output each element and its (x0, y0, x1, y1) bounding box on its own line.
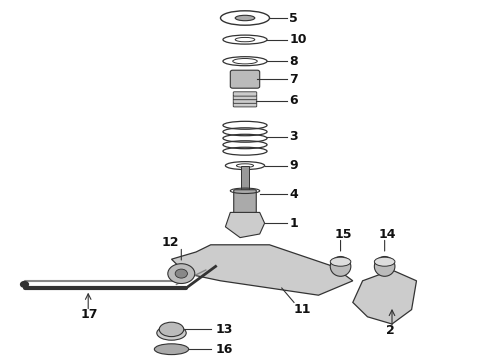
Text: 14: 14 (379, 228, 396, 240)
Text: 15: 15 (335, 228, 352, 240)
Ellipse shape (154, 344, 189, 355)
Text: 10: 10 (289, 33, 307, 46)
Polygon shape (353, 270, 416, 324)
FancyBboxPatch shape (233, 103, 257, 107)
FancyBboxPatch shape (230, 70, 260, 88)
Circle shape (21, 282, 28, 287)
Text: 7: 7 (289, 73, 298, 86)
FancyBboxPatch shape (233, 95, 257, 100)
Bar (241, 166, 249, 191)
Ellipse shape (374, 256, 395, 276)
Text: 13: 13 (216, 323, 233, 336)
Text: 5: 5 (289, 12, 298, 24)
Ellipse shape (159, 322, 184, 337)
Text: 9: 9 (289, 159, 298, 172)
Ellipse shape (330, 257, 351, 266)
Text: 17: 17 (81, 309, 98, 321)
Ellipse shape (374, 257, 395, 266)
Polygon shape (172, 245, 353, 295)
FancyBboxPatch shape (233, 99, 257, 103)
Text: 3: 3 (289, 130, 298, 143)
Ellipse shape (168, 264, 195, 284)
Text: 12: 12 (162, 237, 179, 249)
Ellipse shape (175, 269, 187, 278)
Ellipse shape (330, 256, 351, 276)
Ellipse shape (157, 326, 186, 340)
Text: 16: 16 (216, 343, 233, 356)
Text: 11: 11 (294, 303, 312, 316)
Text: 4: 4 (289, 188, 298, 201)
FancyBboxPatch shape (233, 92, 257, 96)
Ellipse shape (235, 15, 255, 21)
FancyBboxPatch shape (234, 190, 256, 213)
Text: 6: 6 (289, 94, 298, 107)
Text: 2: 2 (386, 324, 395, 337)
Text: 1: 1 (289, 217, 298, 230)
Text: 8: 8 (289, 55, 298, 68)
Polygon shape (225, 212, 265, 238)
